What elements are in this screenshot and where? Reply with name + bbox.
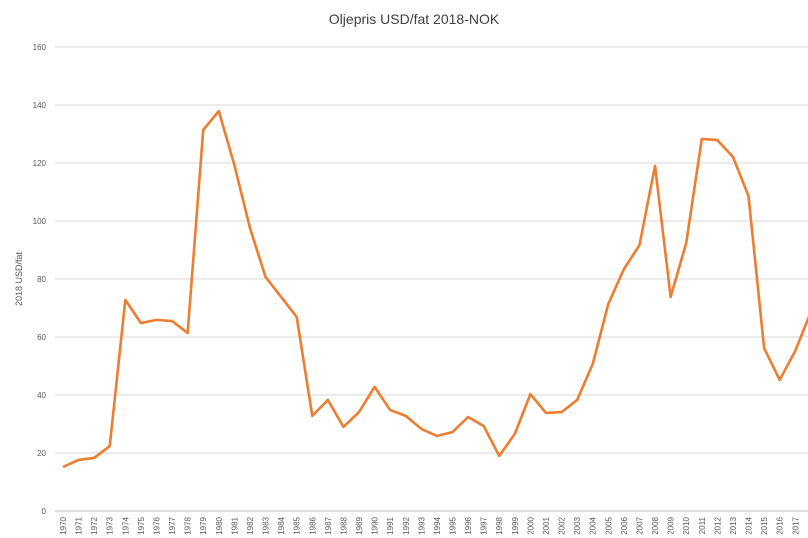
y-tick-label: 160 xyxy=(33,43,47,52)
x-tick-label: 1970 xyxy=(59,516,68,534)
x-tick-label: 2017 xyxy=(791,516,800,534)
x-tick-label: 1997 xyxy=(480,516,489,534)
x-tick-label: 1998 xyxy=(495,516,504,534)
x-tick-label: 1990 xyxy=(371,516,380,534)
y-tick-label: 20 xyxy=(37,449,46,458)
x-tick-label: 1989 xyxy=(355,516,364,534)
chart-title: Oljepris USD/fat 2018-NOK xyxy=(329,11,500,27)
x-tick-label: 2016 xyxy=(776,516,785,534)
x-tick-label: 2002 xyxy=(558,516,567,534)
x-tick-label: 2008 xyxy=(651,516,660,534)
x-tick-label: 1994 xyxy=(433,516,442,534)
x-tick-label: 1986 xyxy=(308,516,317,534)
x-tick-label: 2014 xyxy=(745,516,754,534)
x-tick-label: 2009 xyxy=(667,516,676,534)
x-tick-label: 2013 xyxy=(729,516,738,534)
x-tick-label: 1983 xyxy=(262,516,271,534)
x-tick-label: 2003 xyxy=(573,516,582,534)
y-tick-label: 100 xyxy=(33,217,47,226)
x-tick-label: 2006 xyxy=(620,516,629,534)
x-tick-label: 1981 xyxy=(230,516,239,534)
x-tick-label: 1996 xyxy=(464,516,473,534)
line xyxy=(62,109,808,469)
x-tick-label: 1988 xyxy=(339,516,348,534)
x-tick-label: 2010 xyxy=(682,516,691,534)
x-tick-label: 2012 xyxy=(713,516,722,534)
y-tick-label: 80 xyxy=(37,275,46,284)
x-tick-label: 1979 xyxy=(199,516,208,534)
x-tick-label: 1995 xyxy=(449,516,458,534)
x-tick-label: 1991 xyxy=(386,516,395,534)
x-tick-label: 1980 xyxy=(215,516,224,534)
x-tick-label: 1972 xyxy=(90,516,99,534)
x-tick-label: 2001 xyxy=(542,516,551,534)
y-tick-label: 140 xyxy=(33,101,47,110)
y-tick-label: 40 xyxy=(37,391,46,400)
x-tick-label: 1973 xyxy=(106,516,115,534)
x-tick-label: 1992 xyxy=(402,516,411,534)
x-tick-label: 1974 xyxy=(121,516,130,534)
x-tick-label: 1999 xyxy=(511,516,520,534)
x-tick-label: 1982 xyxy=(246,516,255,534)
x-tick-label: 2000 xyxy=(526,516,535,534)
y-tick-label: 60 xyxy=(37,333,46,342)
x-tick-label: 1975 xyxy=(137,516,146,534)
x-tick-label: 1977 xyxy=(168,516,177,534)
x-tick-label: 2015 xyxy=(760,516,769,534)
y-axis-title: 2018 USD/fat xyxy=(14,251,24,306)
x-tick-label: 1971 xyxy=(75,516,84,534)
x-tick-label: 1984 xyxy=(277,516,286,534)
x-tick-label: 2005 xyxy=(604,516,613,534)
x-tick-label: 1976 xyxy=(152,516,161,534)
x-tick-label: 1985 xyxy=(293,516,302,534)
x-tick-label: 1978 xyxy=(184,516,193,534)
x-tick-label: 2011 xyxy=(698,516,707,534)
y-tick-label: 120 xyxy=(33,159,47,168)
x-tick-label: 2018 xyxy=(807,516,808,534)
x-tick-label: 1987 xyxy=(324,516,333,534)
x-tick-label: 2004 xyxy=(589,516,598,534)
x-tick-label: 1993 xyxy=(417,516,426,534)
y-tick-label: 0 xyxy=(42,507,47,516)
x-tick-label: 2007 xyxy=(635,516,644,534)
